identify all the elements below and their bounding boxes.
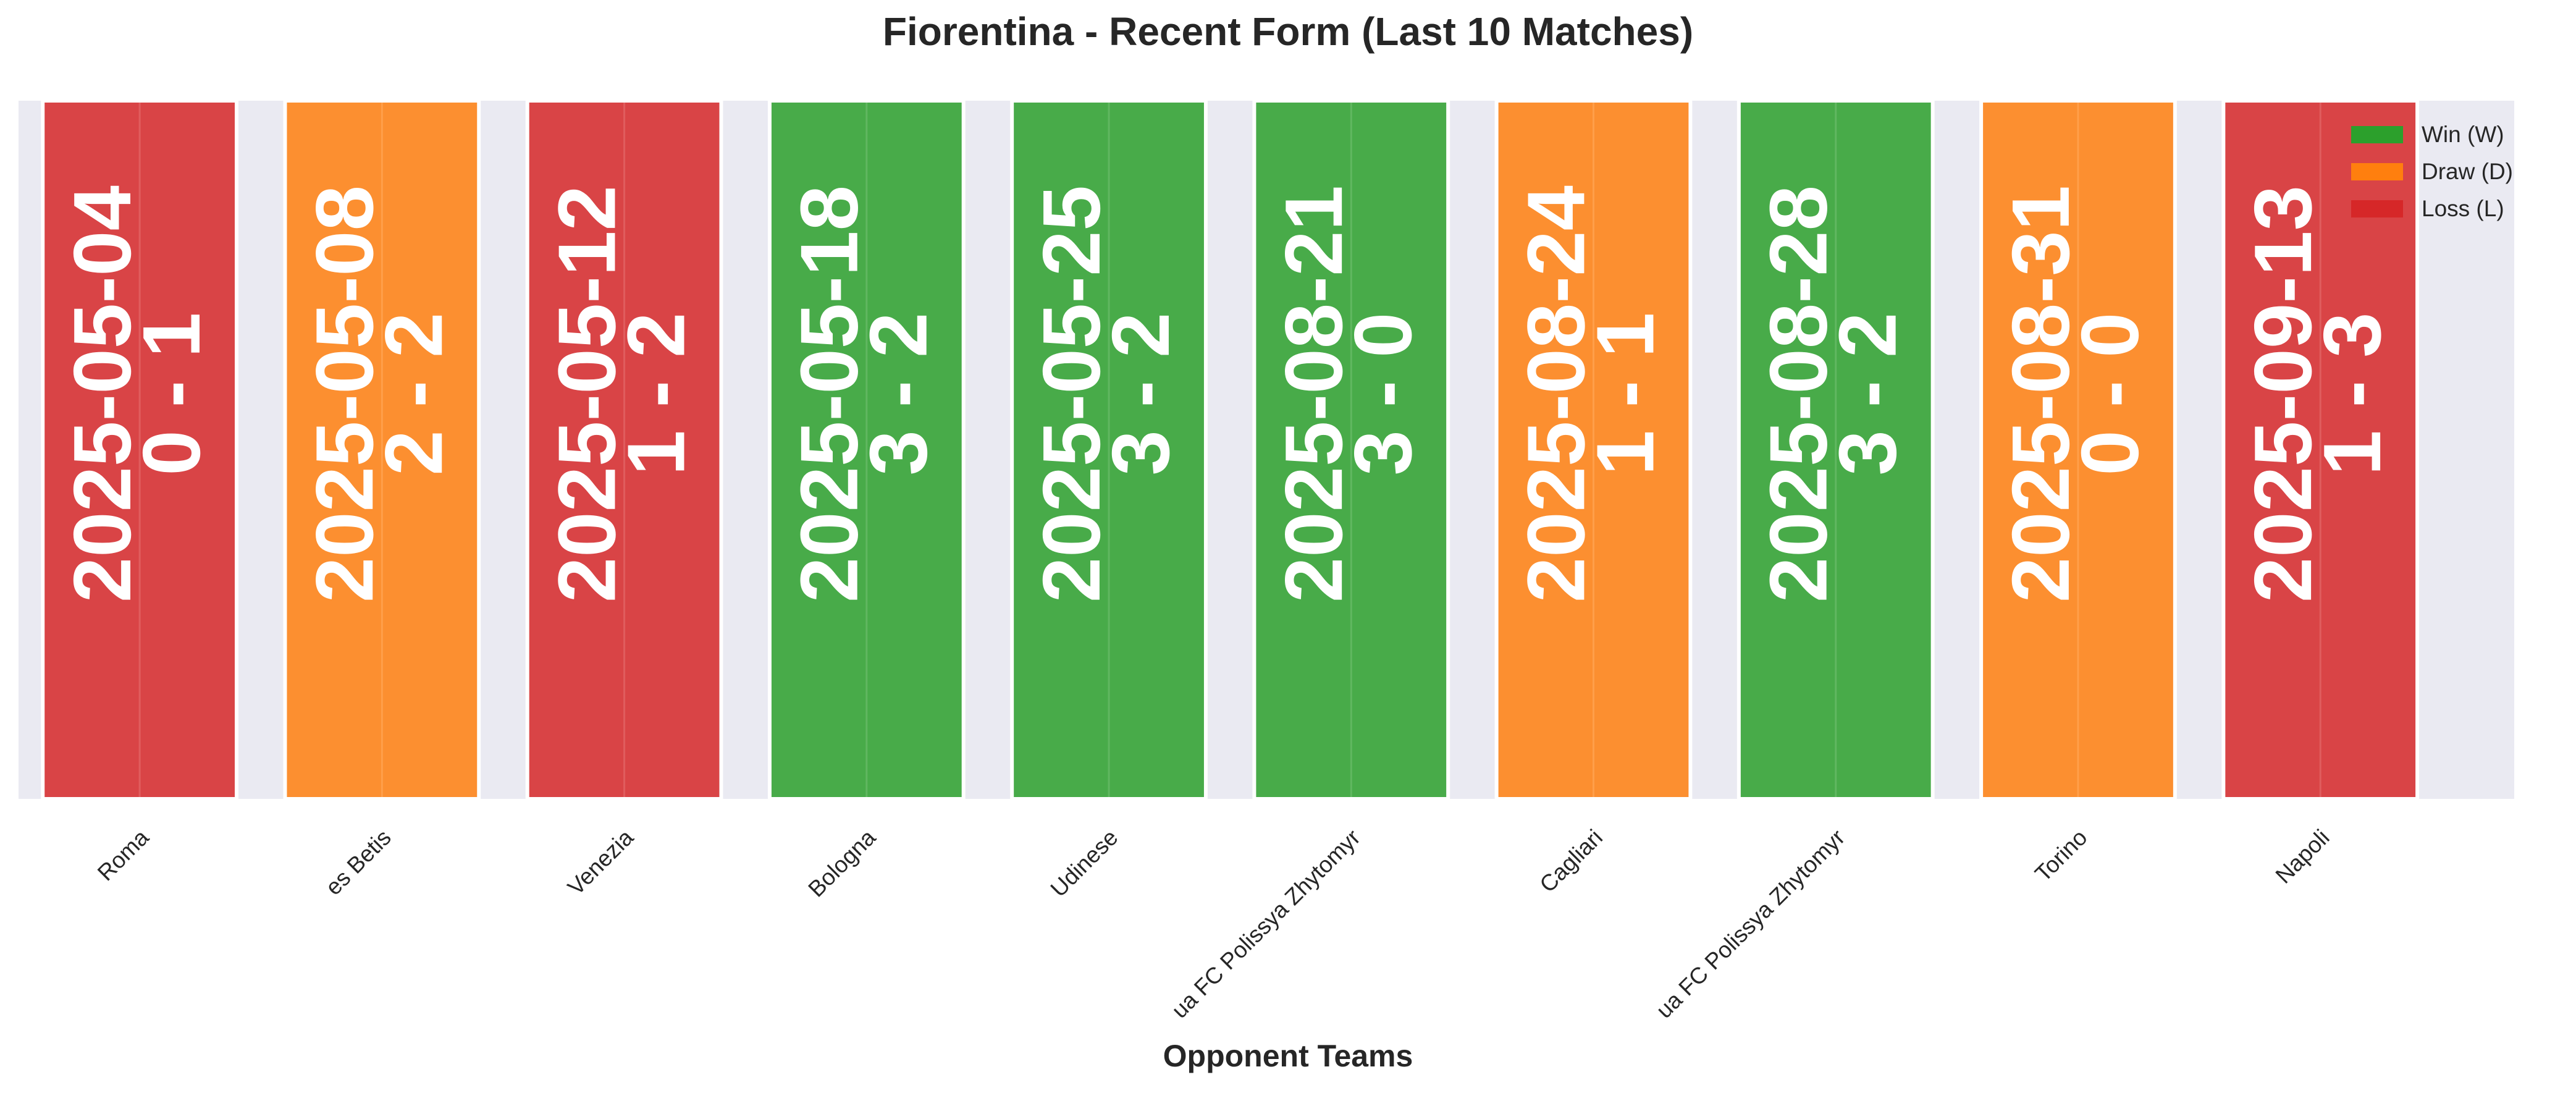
legend-item-win: Win (W) (2351, 116, 2513, 153)
bar-score-label: 3 - 0 (1337, 313, 1428, 476)
x-tick-label: ua FC Polissya Zhytomyr (1651, 825, 1850, 1023)
bar-w (1736, 99, 1935, 801)
bar-w (767, 99, 966, 801)
legend-item-draw: Draw (D) (2351, 153, 2513, 190)
bar-date-label: 2025-05-12 (541, 185, 632, 602)
bar-date-label: 2025-09-13 (2237, 185, 2328, 602)
bar-score-label: 3 - 2 (1095, 313, 1186, 476)
bar-date-label: 2025-08-28 (1753, 185, 1844, 602)
x-tick-label: es Betis (321, 825, 396, 900)
legend-label-win: Win (W) (2422, 122, 2504, 147)
bar-date-label: 2025-05-25 (1026, 185, 1117, 602)
bar-date-label: 2025-08-24 (1510, 185, 1601, 602)
bar-d (283, 99, 481, 801)
bar-score-label: 1 - 2 (610, 313, 701, 476)
legend-label-draw: Draw (D) (2422, 159, 2513, 184)
bar-date-label: 2025-08-31 (1995, 185, 2086, 602)
legend: Win (W) Draw (D) Loss (L) (2351, 116, 2513, 227)
bar-score-label: 3 - 2 (853, 313, 944, 476)
x-tick-label: Cagliari (1534, 825, 1607, 898)
x-tick-label: Roma (93, 824, 154, 885)
bar-date-label: 2025-08-21 (1268, 185, 1359, 602)
legend-swatch-win (2351, 126, 2403, 143)
x-tick-label: Udinese (1046, 825, 1123, 902)
bar-score-label: 3 - 2 (1822, 313, 1913, 476)
x-tick-label: Torino (2030, 825, 2092, 887)
bar-w (1252, 99, 1450, 801)
x-tick-label: ua FC Polissya Zhytomyr (1167, 825, 1365, 1023)
bar-date-label: 2025-05-04 (57, 185, 148, 602)
bar-l (41, 99, 239, 801)
bar-date-label: 2025-05-08 (299, 185, 390, 602)
bar-date-label: 2025-05-18 (784, 185, 875, 602)
bar-w (1010, 99, 1208, 801)
chart-title: Fiorentina - Recent Form (Last 10 Matche… (882, 9, 1694, 54)
bar-score-label: 2 - 2 (368, 313, 459, 476)
bar-score-label: 0 - 1 (126, 313, 217, 476)
bar-score-label: 1 - 3 (2307, 313, 2397, 476)
bar-score-label: 0 - 0 (2065, 313, 2155, 476)
x-tick-label: Venezia (563, 824, 638, 900)
legend-item-loss: Loss (L) (2351, 190, 2513, 227)
bar-score-label: 1 - 1 (1580, 313, 1670, 476)
x-tick-label: Napoli (2271, 825, 2334, 888)
bar-d (1979, 99, 2177, 801)
bar-l (525, 99, 723, 801)
x-tick-label: Bologna (803, 824, 880, 901)
legend-label-loss: Loss (L) (2422, 196, 2504, 221)
x-axis-label: Opponent Teams (1163, 1039, 1413, 1073)
legend-swatch-loss (2351, 200, 2403, 217)
legend-swatch-draw (2351, 163, 2403, 180)
bar-d (1494, 99, 1693, 801)
